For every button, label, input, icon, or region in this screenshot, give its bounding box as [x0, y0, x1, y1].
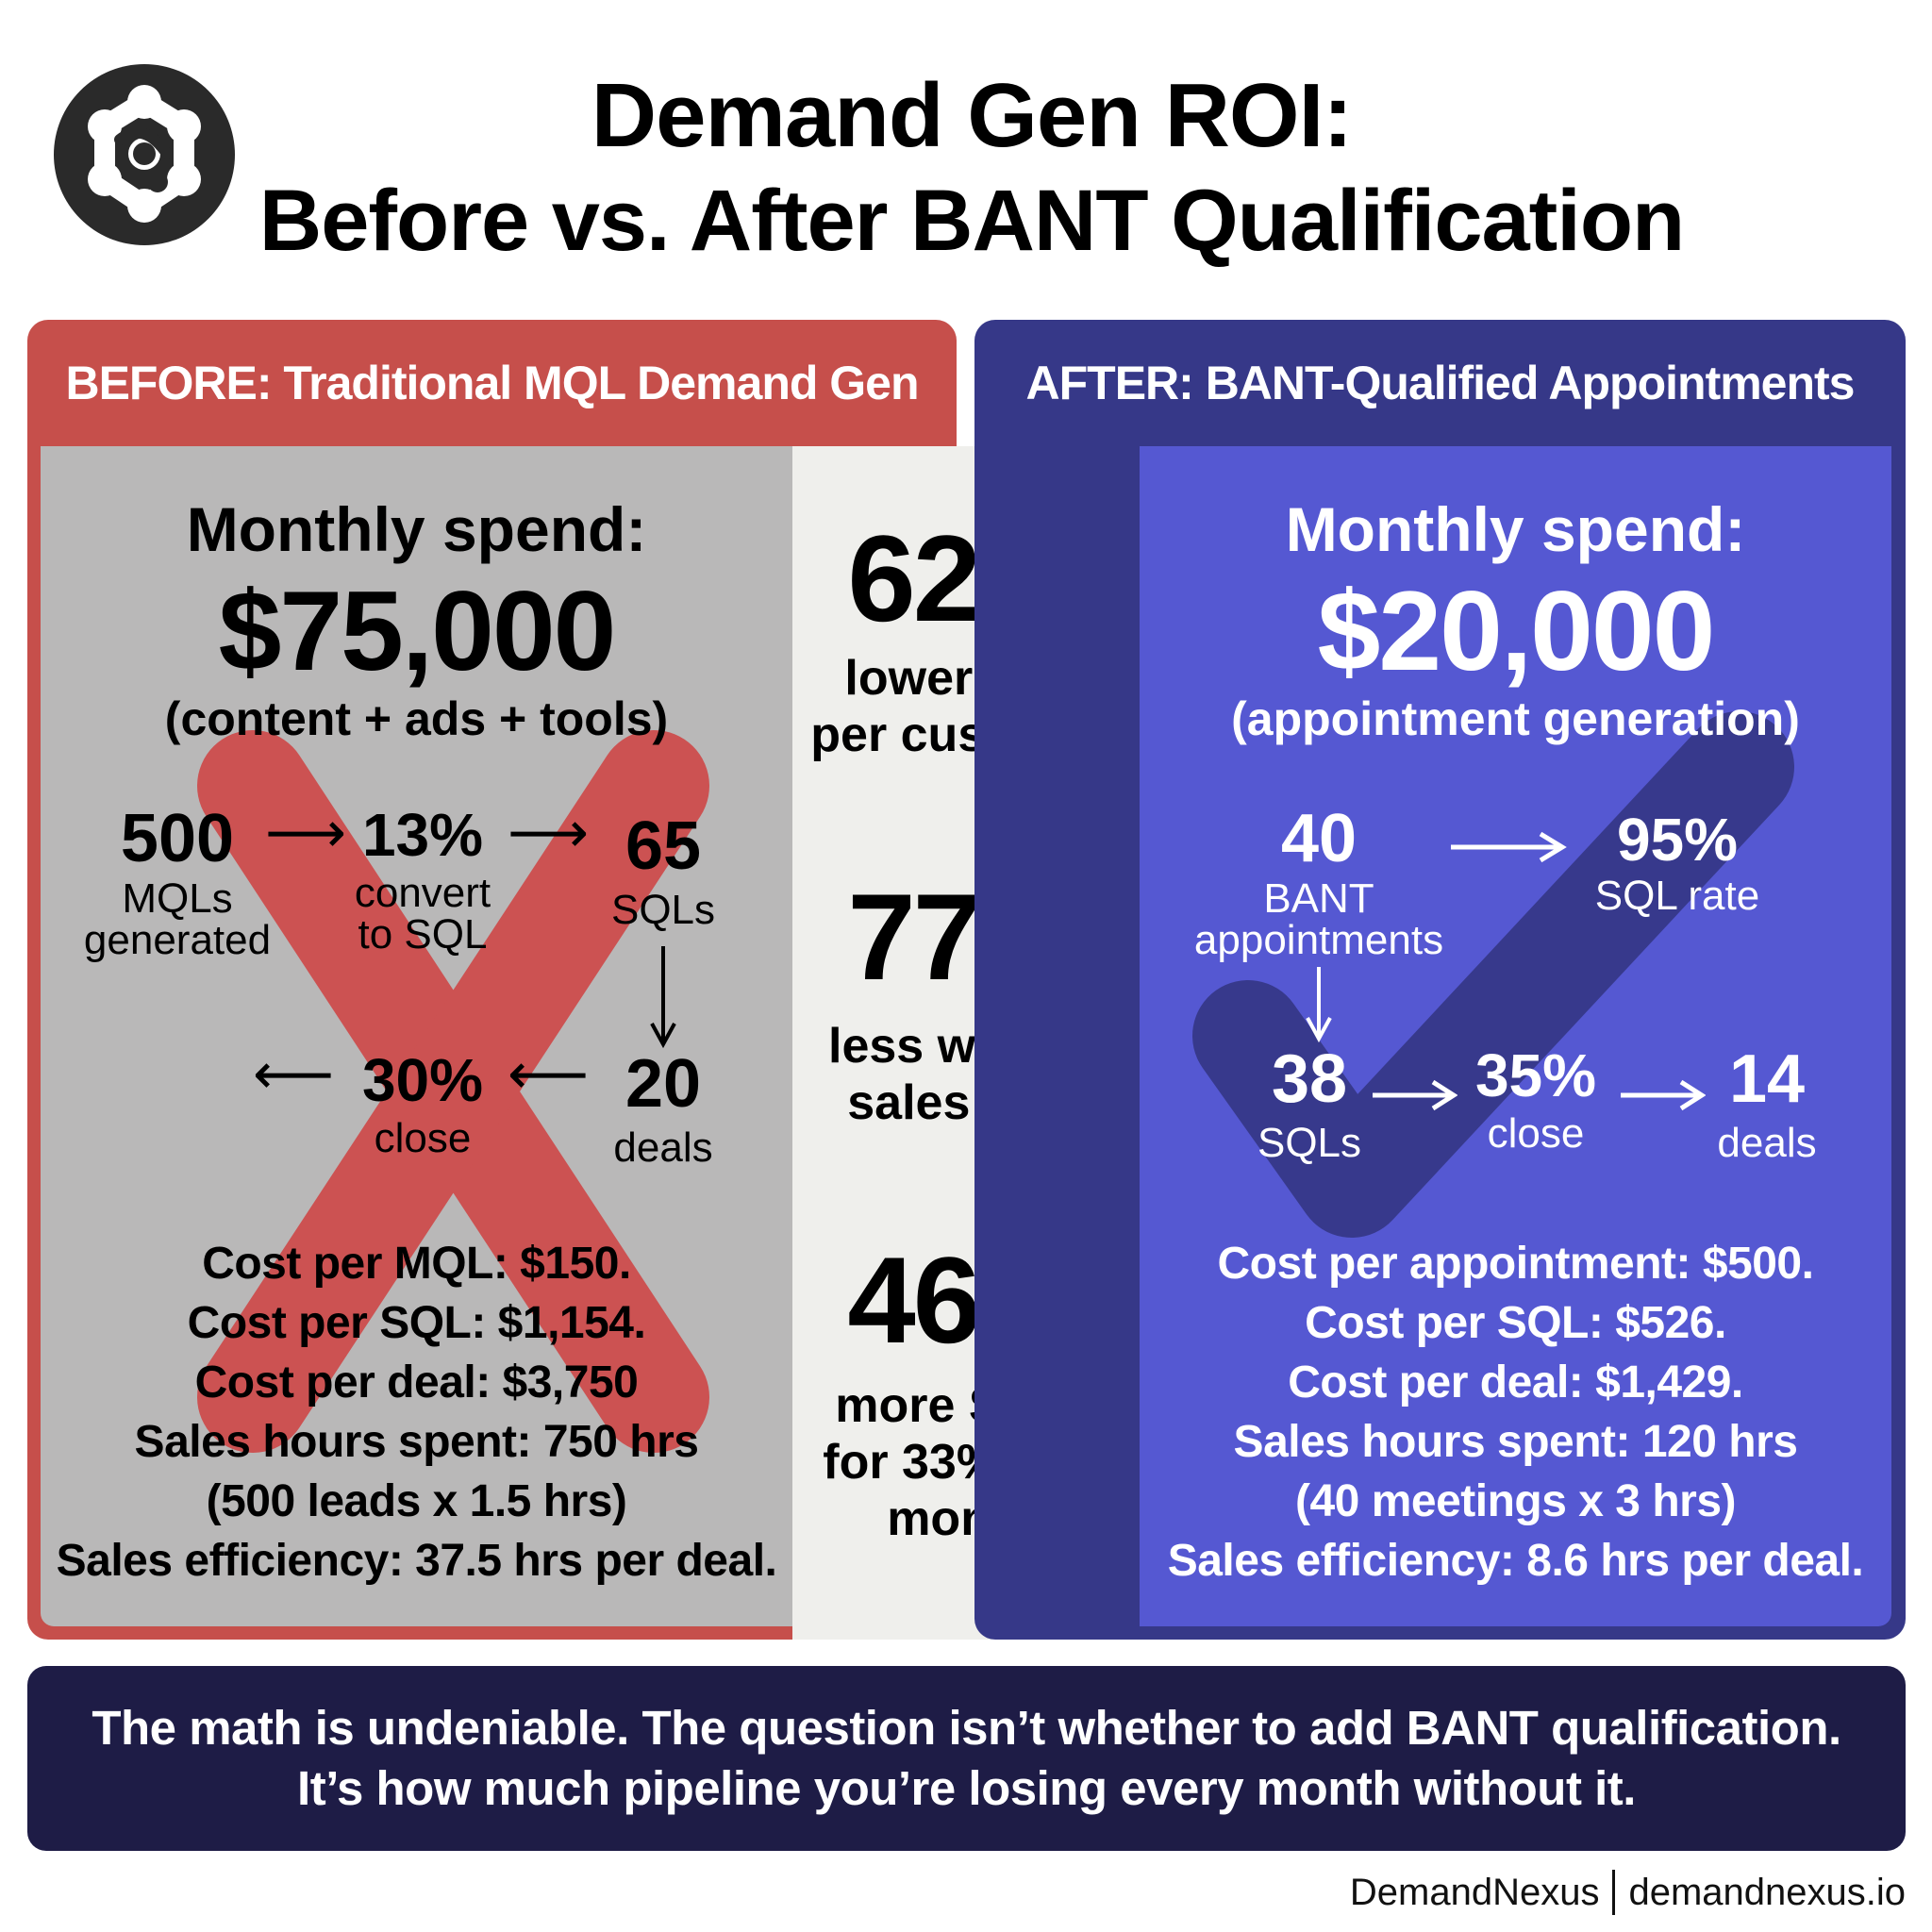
- brand-credit: DemandNexus demandnexus.io: [1350, 1870, 1906, 1915]
- after-panel-body: Monthly spend: $20,000 (appointment gene…: [1140, 446, 1891, 1626]
- mqls-value: 500: [120, 801, 235, 876]
- after-spend-label: Monthly spend:: [1285, 494, 1746, 564]
- before-mqls-stat: 500 MQLs generated: [83, 805, 272, 961]
- after-close-stat: 35% close: [1460, 1045, 1611, 1155]
- after-metric-cost-per-deal: Cost per deal: $1,429.: [1288, 1357, 1743, 1407]
- brand-url[interactable]: demandnexus.io: [1628, 1871, 1906, 1913]
- deals-value: 14: [1728, 1041, 1806, 1117]
- conclusion-line2: It’s how much pipeline you’re losing eve…: [297, 1761, 1636, 1815]
- before-convert-stat: 13% convert to SQL: [333, 805, 512, 956]
- after-metric-cost-per-sql: Cost per SQL: $526.: [1305, 1298, 1726, 1348]
- before-panel-header: BEFORE: Traditional MQL Demand Gen: [65, 357, 919, 409]
- after-metric-sales-hours: Sales hours spent: 120 hrs: [1233, 1417, 1798, 1467]
- arrow-right-icon: ⟶: [265, 801, 347, 864]
- close-label: close: [374, 1115, 472, 1161]
- before-metric-cost-per-sql: Cost per SQL: $1,154.: [187, 1298, 646, 1348]
- close-label: close: [1487, 1110, 1585, 1157]
- convert-value: 13%: [361, 801, 484, 869]
- before-metric-cost-per-deal: Cost per deal: $3,750: [194, 1357, 639, 1407]
- after-spend-amount: $20,000: [1317, 568, 1716, 694]
- convert-label-1: convert: [354, 870, 491, 916]
- close-value: 30%: [361, 1046, 484, 1114]
- conclusion-line1: The math is undeniable. The question isn…: [92, 1701, 1841, 1755]
- arrow-down-icon: [650, 946, 676, 1049]
- brand-logo: [54, 64, 235, 245]
- conclusion-banner: The math is undeniable. The question isn…: [27, 1666, 1906, 1851]
- sqls-value: 38: [1271, 1041, 1348, 1117]
- after-sql-rate-stat: 95% SQL rate: [1583, 809, 1772, 917]
- close-value: 35%: [1474, 1041, 1597, 1109]
- after-metric-hours-breakdown: (40 meetings x 3 hrs): [1294, 1476, 1737, 1526]
- sqls-label: SQLs: [1257, 1120, 1362, 1166]
- before-sqls-stat: 65 SQLs: [597, 812, 729, 931]
- after-panel-header: AFTER: BANT-Qualified Appointments: [1025, 357, 1856, 409]
- convert-label-2: to SQL: [358, 911, 488, 958]
- after-metric-cost-per-appointment: Cost per appointment: $500.: [1217, 1239, 1814, 1289]
- arrow-right-icon: [1451, 831, 1567, 863]
- deals-label: deals: [1717, 1120, 1817, 1166]
- appointments-label-1: BANT: [1263, 875, 1374, 922]
- sqls-value: 65: [625, 808, 702, 884]
- before-close-stat: 30% close: [352, 1050, 493, 1159]
- brand-name: DemandNexus: [1349, 1871, 1600, 1913]
- arrow-right-icon: [1621, 1079, 1706, 1111]
- after-spend-note: (appointment generation): [1231, 692, 1800, 745]
- after-deals-stat: 14 deals: [1701, 1045, 1833, 1164]
- before-panel-body: Monthly spend: $75,000 (content + ads + …: [41, 446, 792, 1626]
- mqls-label-2: generated: [83, 917, 272, 963]
- arrow-left-icon: ⟵: [508, 1042, 590, 1106]
- mqls-label-1: MQLs: [122, 875, 233, 922]
- deals-label: deals: [613, 1124, 713, 1171]
- credit-divider: [1612, 1870, 1616, 1915]
- arrow-right-icon: ⟶: [508, 801, 590, 864]
- checkmark-icon: [1192, 711, 1794, 1238]
- before-metric-cost-per-mql: Cost per MQL: $150.: [202, 1239, 631, 1289]
- arrow-left-icon: ⟵: [253, 1042, 335, 1106]
- sql-rate-label: SQL rate: [1594, 873, 1760, 919]
- before-metric-sales-hours: Sales hours spent: 750 hrs: [134, 1417, 699, 1467]
- x-mark-icon: [197, 730, 709, 1453]
- molecule-network-logo-icon: [88, 85, 201, 223]
- after-metrics: Cost per appointment: $500. Cost per SQL…: [1140, 1234, 1891, 1591]
- arrow-down-icon: [1306, 967, 1332, 1042]
- before-spend-label: Monthly spend:: [186, 494, 647, 564]
- before-metric-hours-breakdown: (500 leads x 1.5 hrs): [206, 1476, 627, 1526]
- before-metrics: Cost per MQL: $150. Cost per SQL: $1,154…: [41, 1234, 792, 1591]
- before-spend-amount: $75,000: [218, 568, 617, 694]
- arrow-right-icon: [1373, 1079, 1457, 1111]
- before-spend-note: (content + ads + tools): [164, 692, 669, 745]
- page-title-line1: Demand Gen ROI:: [591, 65, 1353, 166]
- appointments-label-2: appointments: [1193, 917, 1444, 963]
- appointments-value: 40: [1280, 801, 1357, 876]
- before-metric-sales-efficiency: Sales efficiency: 37.5 hrs per deal.: [56, 1536, 777, 1586]
- sql-rate-value: 95%: [1616, 806, 1739, 874]
- before-deals-stat: 20 deals: [597, 1050, 729, 1169]
- sqls-label: SQLs: [610, 887, 716, 933]
- after-sqls-stat: 38 SQLs: [1234, 1045, 1385, 1164]
- deals-value: 20: [625, 1046, 702, 1122]
- page-title-line2: Before vs. After BANT Qualification: [258, 173, 1686, 269]
- after-appointments-stat: 40 BANT appointments: [1177, 805, 1460, 961]
- after-metric-sales-efficiency: Sales efficiency: 8.6 hrs per deal.: [1167, 1536, 1864, 1586]
